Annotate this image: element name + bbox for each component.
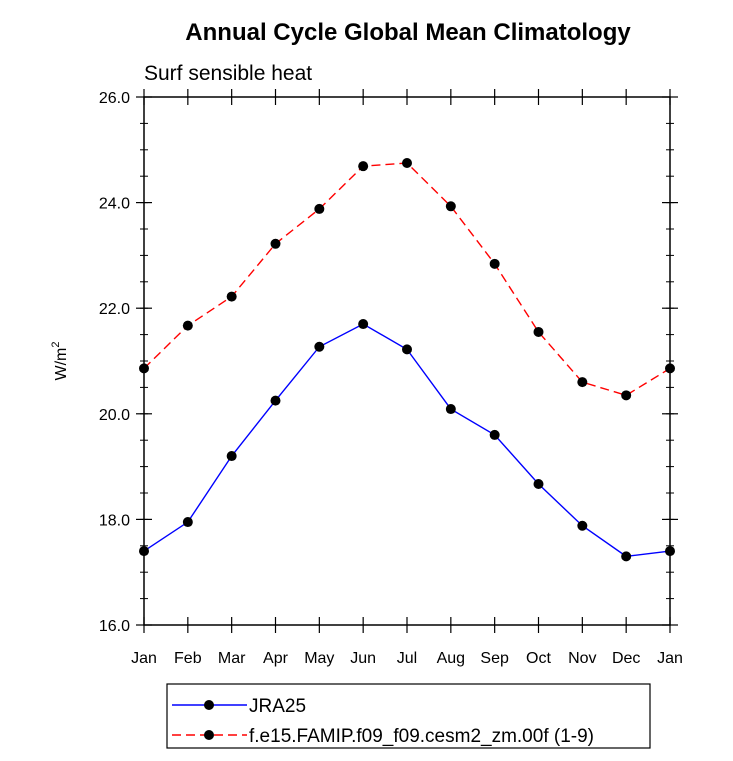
legend-item: f.e15.FAMIP.f09_f09.cesm2_zm.00f (1-9) [172, 726, 594, 747]
tick-labels: 16.0 18.0 20.0 22.0 24.0 26.0 Jan Feb Mar Apr May J… [99, 90, 683, 667]
plot-series [139, 158, 675, 562]
x-tick-label: Apr [263, 650, 289, 667]
data-point [226, 451, 237, 462]
data-point [577, 520, 588, 531]
chart-subtitle: Surf sensible heat [144, 62, 312, 85]
legend-marker [204, 700, 214, 710]
x-tick-label: Sep [480, 650, 509, 667]
y-tick-label: 26.0 [99, 90, 130, 107]
x-tick-label: Jun [350, 650, 376, 667]
data-point [489, 258, 500, 269]
data-point [182, 320, 193, 331]
legend-marker [204, 730, 214, 740]
data-point [533, 479, 544, 490]
plot-frame [143, 96, 671, 626]
y-tick-label: 20.0 [99, 407, 130, 424]
legend: JRA25 f.e15.FAMIP.f09_f09.cesm2_zm.00f (1… [166, 683, 651, 749]
x-tick-label: Oct [526, 650, 551, 667]
x-tick-label: Aug [437, 650, 465, 667]
x-tick-label: Mar [218, 650, 246, 667]
data-point [182, 517, 193, 528]
x-tick-label: Nov [568, 650, 596, 667]
series-0 [139, 319, 675, 562]
legend-box [166, 683, 651, 749]
legend-label: JRA25 [249, 696, 306, 717]
x-tick-label: Dec [612, 650, 640, 667]
x-tick-label: Jan [657, 650, 683, 667]
data-point [314, 341, 325, 352]
x-tick-label: May [304, 650, 334, 667]
y-tick-label: 24.0 [99, 196, 130, 213]
x-tick-label: Feb [174, 650, 202, 667]
data-point [226, 291, 237, 302]
svg-text:W/m2: W/m2 [50, 342, 70, 381]
series-1 [139, 158, 675, 401]
series-line [143, 162, 671, 397]
data-point [402, 344, 412, 355]
y-axis-title-text: W/m [53, 348, 70, 381]
series-line [143, 323, 671, 558]
data-point [621, 390, 632, 401]
y-axis-title-superscript: 2 [50, 342, 62, 348]
y-tick-label: 22.0 [99, 301, 130, 318]
data-point [621, 551, 632, 562]
data-point [270, 238, 281, 249]
data-point [445, 201, 456, 212]
data-point [533, 326, 544, 337]
chart-title: Annual Cycle Global Mean Climatology [185, 19, 631, 46]
y-axis-title: W/m2 [50, 342, 70, 381]
data-point [270, 395, 281, 406]
data-point [358, 319, 369, 330]
data-point [489, 429, 500, 440]
legend-item: JRA25 [172, 696, 306, 717]
data-point [314, 203, 325, 214]
data-point [358, 161, 369, 172]
axis-ticks [136, 89, 678, 633]
data-point [445, 404, 456, 415]
x-tick-label: Jan [131, 650, 157, 667]
legend-label: f.e15.FAMIP.f09_f09.cesm2_zm.00f (1-9) [249, 726, 594, 747]
y-tick-label: 16.0 [99, 618, 130, 635]
data-point [577, 377, 588, 388]
y-tick-label: 18.0 [99, 512, 130, 529]
x-tick-label: Jul [397, 650, 417, 667]
data-point [402, 158, 412, 168]
